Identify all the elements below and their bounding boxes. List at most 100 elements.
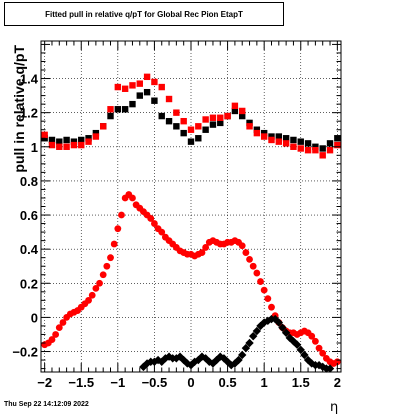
data-point	[56, 143, 63, 150]
data-point	[142, 359, 152, 368]
data-point	[202, 126, 209, 133]
x-tick-label: −1.5	[68, 375, 94, 390]
data-point	[282, 135, 290, 142]
data-point	[238, 242, 246, 250]
data-point	[92, 284, 100, 292]
data-point	[173, 123, 180, 130]
data-point	[151, 78, 158, 86]
data-point	[304, 146, 312, 154]
data-point	[158, 83, 165, 91]
data-point	[202, 244, 210, 251]
data-point	[292, 340, 302, 349]
data-point	[312, 143, 319, 150]
data-point	[158, 112, 165, 120]
x-tick-label: −1	[110, 375, 125, 390]
data-point	[239, 107, 246, 115]
axes: −2 −1.5 −1 −0.5 0 0.5 1 1.5 2 −0.2 0 0.2 0.4 0.6 0.8 1 1…	[12, 41, 341, 390]
data-point	[334, 141, 341, 149]
x-tick-label: 1.5	[292, 375, 310, 390]
data-point	[180, 129, 187, 137]
data-point	[278, 323, 287, 332]
data-point	[234, 355, 243, 365]
data-point	[92, 133, 100, 140]
data-point	[78, 141, 85, 149]
data-point	[147, 215, 155, 222]
data-point	[136, 92, 143, 99]
data-point	[326, 146, 334, 154]
data-point	[275, 133, 283, 140]
data-point	[268, 133, 275, 140]
data-point	[143, 73, 151, 81]
x-axis-label: η	[330, 400, 338, 414]
data-point	[165, 95, 173, 103]
data-point	[231, 107, 239, 115]
data-point	[92, 129, 100, 137]
data-point	[260, 129, 268, 137]
data-point	[52, 331, 60, 338]
data-point	[48, 136, 56, 144]
y-tick-label: 1.2	[20, 106, 38, 121]
data-point	[249, 262, 257, 270]
data-point	[239, 112, 246, 120]
y-axis-label: pull in relative q/pT	[11, 45, 27, 173]
timestamp: Thu Sep 22 14:12:09 2022	[4, 401, 89, 408]
data-point	[85, 138, 92, 145]
data-point	[217, 119, 224, 127]
data-point	[311, 337, 319, 345]
data-point	[246, 255, 253, 263]
data-point	[308, 332, 316, 340]
data-point	[315, 344, 323, 352]
x-tick-label: 1	[261, 375, 268, 390]
data-point	[268, 136, 275, 144]
data-point	[238, 350, 247, 360]
data-point	[202, 116, 209, 123]
data-point	[260, 286, 268, 294]
data-point	[274, 318, 284, 327]
data-point	[217, 114, 224, 121]
data-point	[319, 349, 327, 357]
data-point	[195, 123, 202, 130]
data-point	[121, 85, 129, 92]
data-point	[85, 135, 92, 142]
data-point	[187, 126, 195, 133]
data-point	[241, 343, 251, 353]
data-point	[268, 303, 275, 311]
data-point	[118, 211, 125, 219]
data-point	[114, 225, 122, 233]
data-point	[70, 141, 78, 149]
x-tick-label: −2	[37, 375, 52, 390]
data-point	[55, 324, 63, 332]
data-point	[253, 269, 261, 277]
data-point	[290, 143, 297, 150]
data-point	[282, 140, 290, 147]
data-point	[165, 117, 173, 125]
data-point	[275, 138, 283, 145]
data-point	[264, 295, 272, 303]
data-point	[121, 106, 129, 113]
y-tick-label: 0.2	[20, 276, 38, 291]
data-point	[103, 262, 111, 270]
data-point	[297, 138, 304, 145]
data-point	[96, 279, 103, 287]
data-point	[252, 326, 262, 336]
data-point	[290, 136, 297, 144]
data-point	[129, 100, 136, 108]
data-point	[230, 359, 240, 368]
data-point	[114, 83, 122, 91]
data-point	[56, 138, 63, 145]
data-point	[231, 102, 239, 110]
data-point	[85, 296, 92, 304]
data-point	[300, 350, 309, 360]
y-tick-label: 0	[31, 310, 38, 325]
data-point	[253, 129, 261, 137]
y-tick-label: 0.8	[20, 174, 38, 189]
data-point	[248, 331, 258, 341]
data-point	[253, 126, 261, 133]
data-point	[48, 141, 56, 149]
data-point	[107, 112, 114, 120]
data-point	[187, 138, 195, 145]
data-point	[99, 123, 107, 130]
x-tick-label: −0.5	[142, 375, 168, 390]
y-tick-label: 1.4	[20, 72, 39, 87]
